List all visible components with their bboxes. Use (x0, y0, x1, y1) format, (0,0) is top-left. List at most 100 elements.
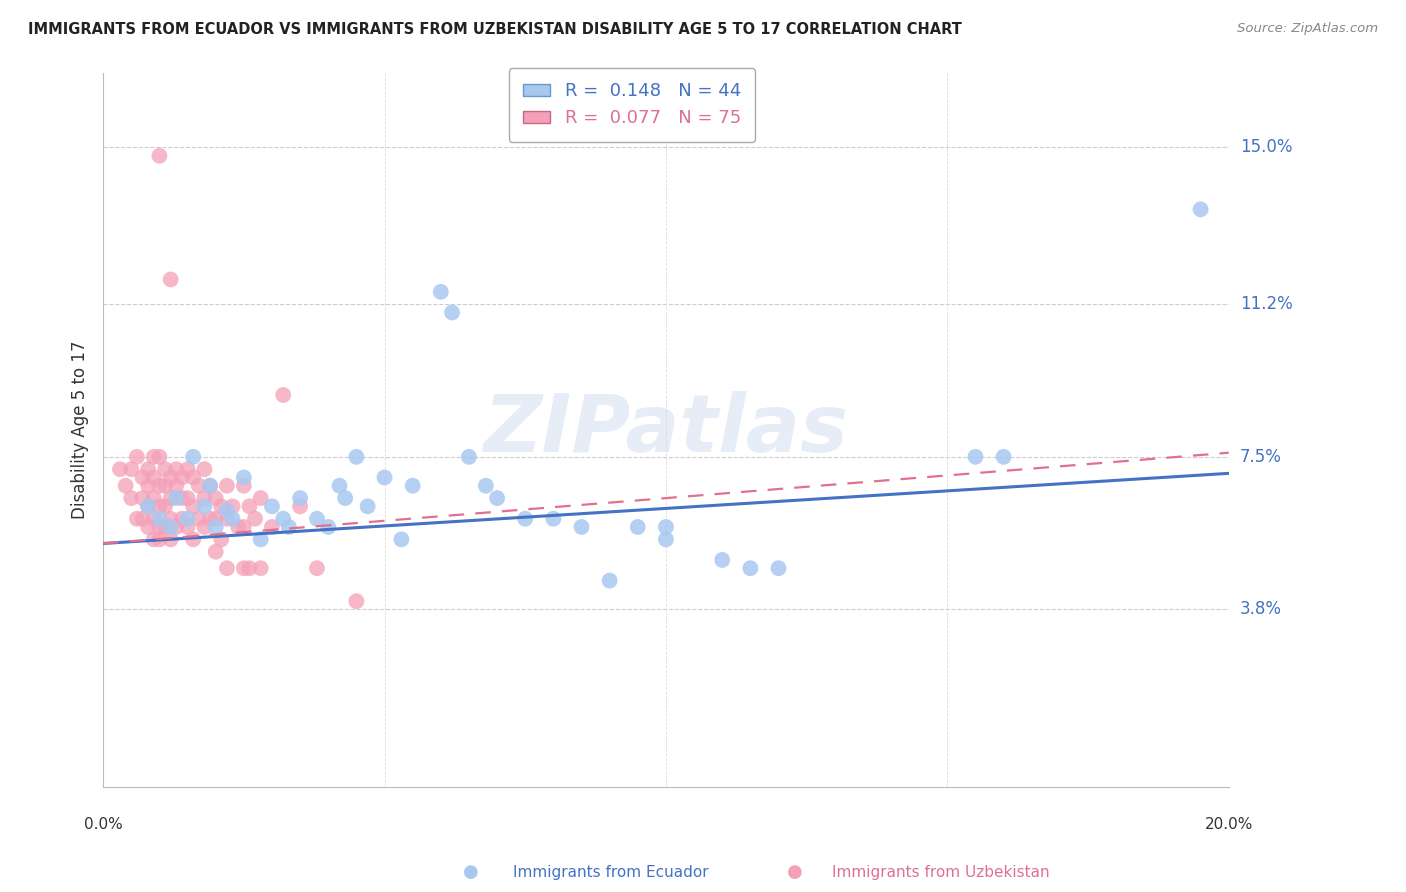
Point (215, 503, 238, 517)
Point (193, 520, 215, 534)
Point (142, 533, 165, 547)
Point (373, 470, 395, 484)
Text: 15.0%: 15.0% (1240, 138, 1292, 156)
Point (176, 520, 198, 534)
Point (260, 520, 283, 534)
Point (131, 512, 153, 526)
Point (136, 462, 159, 476)
Point (740, 561, 762, 575)
Point (204, 520, 226, 534)
Point (204, 491, 226, 505)
Text: Source: ZipAtlas.com: Source: ZipAtlas.com (1237, 22, 1378, 36)
Point (170, 512, 193, 526)
Text: Immigrants from Ecuador: Immigrants from Ecuador (513, 865, 709, 880)
Point (209, 533, 232, 547)
Point (627, 520, 650, 534)
Point (153, 520, 176, 534)
Point (655, 533, 678, 547)
Point (165, 479, 187, 493)
Point (543, 512, 565, 526)
Point (148, 500, 170, 514)
Point (153, 500, 176, 514)
Point (333, 491, 356, 505)
Point (148, 520, 170, 534)
Point (768, 561, 790, 575)
Point (356, 500, 378, 514)
Point (148, 149, 170, 163)
Point (260, 500, 283, 514)
Point (193, 462, 215, 476)
Point (316, 520, 339, 534)
Point (993, 450, 1015, 464)
Point (181, 470, 204, 484)
Point (475, 479, 498, 493)
Point (165, 491, 187, 505)
Point (148, 450, 170, 464)
Point (108, 462, 131, 476)
Point (159, 512, 181, 526)
Point (198, 512, 221, 526)
Point (114, 479, 136, 493)
Point (328, 479, 350, 493)
Point (159, 470, 181, 484)
Text: ZIPatlas: ZIPatlas (484, 391, 848, 469)
Point (136, 520, 159, 534)
Point (187, 479, 209, 493)
Point (136, 500, 159, 514)
Point (249, 533, 271, 547)
Point (187, 512, 209, 526)
Point (142, 491, 165, 505)
Point (277, 520, 299, 534)
Point (486, 491, 509, 505)
Point (344, 594, 367, 608)
Point (288, 500, 311, 514)
Point (238, 561, 260, 575)
Point (176, 512, 198, 526)
Point (249, 491, 271, 505)
Point (209, 500, 232, 514)
Point (305, 512, 328, 526)
Point (221, 512, 243, 526)
Point (221, 500, 243, 514)
Point (271, 388, 294, 402)
Point (120, 491, 142, 505)
Legend: R =  0.148   N = 44, R =  0.077   N = 75: R = 0.148 N = 44, R = 0.077 N = 75 (509, 68, 755, 142)
Point (181, 500, 204, 514)
Point (243, 512, 266, 526)
Point (389, 533, 412, 547)
Point (238, 500, 260, 514)
Point (170, 491, 193, 505)
Point (170, 470, 193, 484)
Point (165, 520, 187, 534)
Point (176, 462, 198, 476)
Point (515, 512, 537, 526)
Point (288, 491, 311, 505)
Y-axis label: Disability Age 5 to 17: Disability Age 5 to 17 (72, 341, 89, 519)
Text: IMMIGRANTS FROM ECUADOR VS IMMIGRANTS FROM UZBEKISTAN DISABILITY AGE 5 TO 17 COR: IMMIGRANTS FROM ECUADOR VS IMMIGRANTS FR… (28, 22, 962, 37)
Point (198, 479, 221, 493)
Point (215, 479, 238, 493)
Point (142, 470, 165, 484)
Text: 3.8%: 3.8% (1240, 600, 1282, 618)
Text: 0.0%: 0.0% (84, 817, 122, 832)
Point (711, 553, 734, 567)
Point (125, 450, 148, 464)
Point (159, 520, 181, 534)
Point (458, 450, 481, 464)
Point (148, 533, 170, 547)
Point (571, 520, 593, 534)
Point (232, 561, 254, 575)
Point (148, 479, 170, 493)
Point (249, 561, 271, 575)
Point (655, 520, 678, 534)
Point (181, 533, 204, 547)
Point (441, 305, 464, 319)
Point (142, 512, 165, 526)
Point (159, 272, 181, 286)
Point (136, 479, 159, 493)
Point (305, 561, 328, 575)
Point (142, 450, 165, 464)
Point (159, 491, 181, 505)
Point (204, 512, 226, 526)
Point (193, 491, 215, 505)
